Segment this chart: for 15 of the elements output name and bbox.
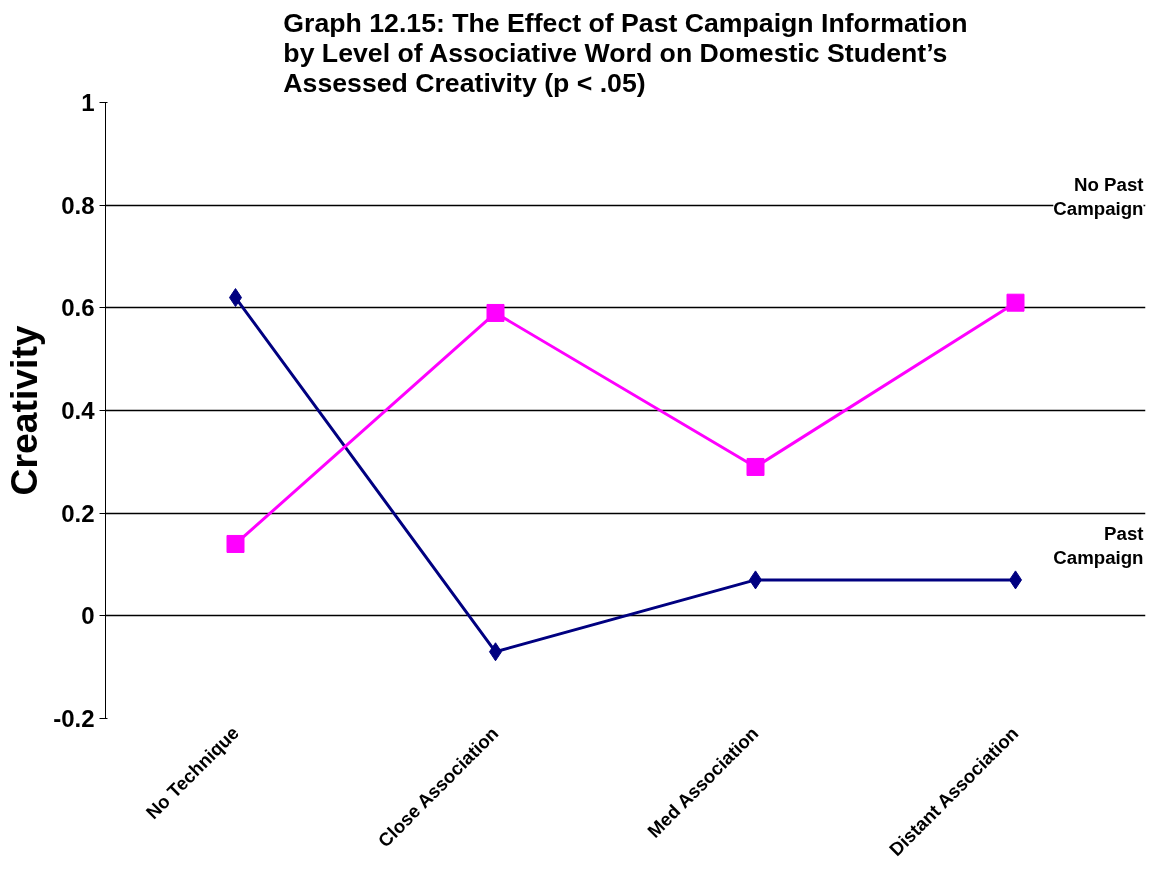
series-label: Past Campaign xyxy=(1053,523,1144,569)
y-axis-title: Creativity xyxy=(3,325,46,496)
chart-title: Graph 12.15: The Effect of Past Campaign Information by Level of Associative Word on Domestic Student’s Assessed Creativity (p < .05) xyxy=(283,7,968,98)
y-tick-label: 0.4 xyxy=(61,397,96,424)
point xyxy=(226,534,245,553)
y-tick-label: 0.8 xyxy=(61,191,95,219)
point xyxy=(486,303,505,322)
text: No Past Campaign xyxy=(1053,174,1144,220)
y-tick-label: 0.6 xyxy=(61,294,95,322)
point xyxy=(1006,293,1025,312)
y-tick-label: 1 xyxy=(81,89,95,116)
y-tick-label: 0.2 xyxy=(61,499,95,527)
y-tick-label: 0 xyxy=(81,602,95,630)
y-tick-label: -0.2 xyxy=(53,705,95,732)
point xyxy=(746,457,765,476)
